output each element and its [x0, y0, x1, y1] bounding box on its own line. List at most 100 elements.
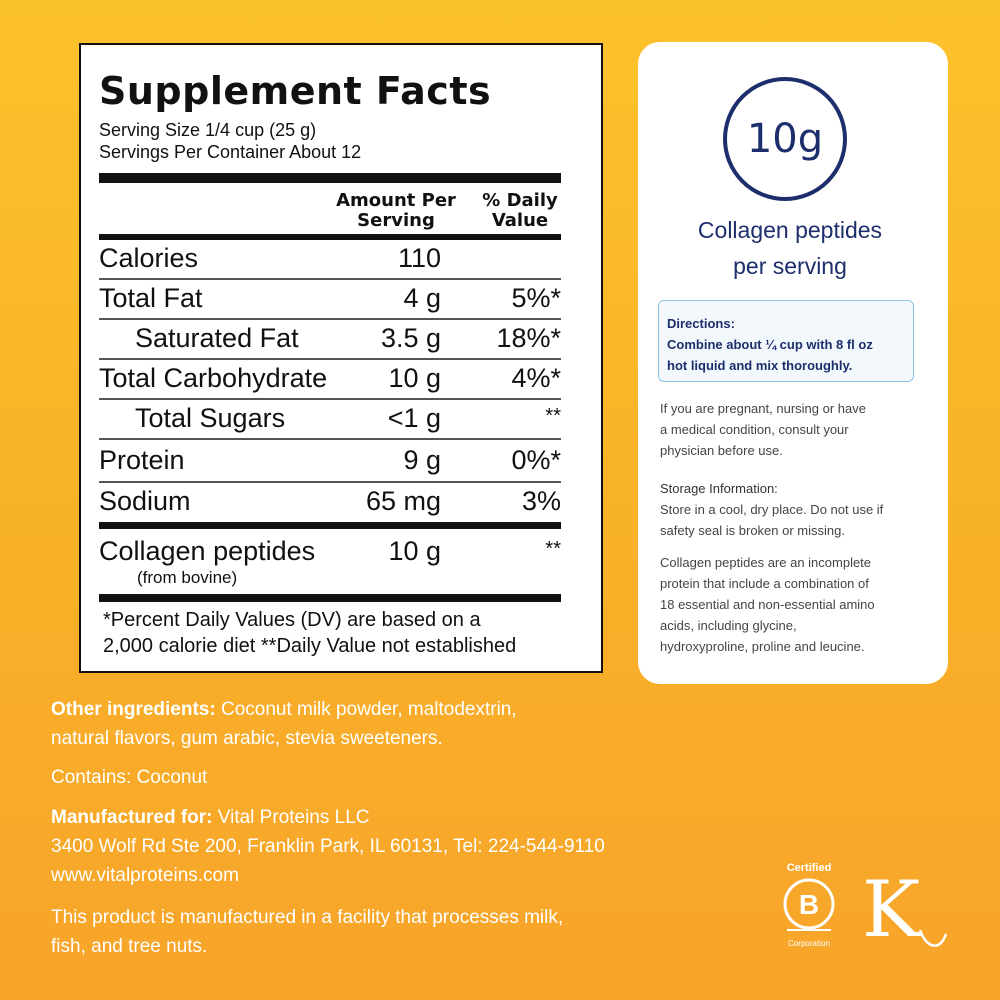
other-ingredients: Other ingredients: Coconut milk powder, … — [51, 695, 517, 753]
facility-allergen-notice: This product is manufactured in a facili… — [51, 903, 563, 961]
collagen-info: Collagen peptides are an incomplete prot… — [660, 552, 940, 657]
manufacturer-info: Manufactured for: Vital Proteins LLC 340… — [51, 803, 605, 890]
warning-text: If you are pregnant, nursing or have a m… — [660, 398, 940, 461]
facts-row-calories: Calories 110 — [99, 243, 561, 283]
bcorp-logo: Certified B Corporation — [776, 862, 842, 962]
collagen-source: (from bovine) — [137, 568, 238, 587]
facts-row-total-carbohydrate: Total Carbohydrate 10 g 4%* — [99, 363, 561, 403]
directions-text: hot liquid and mix thoroughly. — [667, 358, 853, 373]
column-header-amount-line1: Amount Per — [336, 190, 456, 211]
storage-line: Store in a cool, dry place. Do not use i… — [660, 502, 884, 517]
row-label: Total Sugars — [135, 403, 286, 433]
divider — [99, 318, 561, 320]
row-label: Calories — [99, 243, 199, 273]
storage-heading: Storage Information: — [660, 481, 778, 496]
row-amount: 10 g — [388, 536, 441, 566]
servings-per-container: Servings Per Container About 12 — [99, 142, 362, 162]
row-daily-value: 4%* — [511, 363, 561, 393]
divider-thick — [99, 522, 561, 529]
collagen-info-line: Collagen peptides are an incomplete — [660, 555, 872, 570]
row-amount: 9 g — [403, 445, 441, 475]
row-label: Protein — [99, 445, 185, 475]
facts-row-total-sugars: Total Sugars <1 g ** — [99, 403, 561, 443]
manufacturer-name: Vital Proteins LLC — [212, 807, 370, 828]
facts-row-collagen-peptides: Collagen peptides 10 g ** — [99, 536, 561, 576]
manufacturer-address: 3400 Wolf Rd Ste 200, Franklin Park, IL … — [51, 836, 605, 857]
directions-text: Combine about ¼ cup with 8 fl oz — [667, 337, 873, 352]
row-label: Total Carbohydrate — [99, 363, 328, 393]
manufactured-label: Manufactured for: — [51, 807, 213, 828]
divider-thick — [99, 594, 561, 602]
collagen-badge-value: 10g — [746, 116, 824, 162]
row-daily-value: ** — [545, 538, 561, 560]
facts-row-saturated-fat: Saturated Fat 3.5 g 18%* — [99, 323, 561, 363]
row-daily-value: 5%* — [511, 283, 561, 313]
storage-line: safety seal is broken or missing. — [660, 523, 845, 538]
serving-info: Serving Size 1/4 cup (25 g) Servings Per… — [99, 119, 361, 163]
column-header-amount: Amount Per Serving — [326, 191, 466, 231]
facility-notice-line: fish, and tree nuts. — [51, 936, 208, 957]
collagen-caption-line: per serving — [733, 253, 847, 279]
row-amount: 4 g — [403, 283, 441, 313]
collagen-info-line: 18 essential and non-essential amino — [660, 597, 875, 612]
column-header-dv: % Daily Value — [475, 191, 565, 231]
serving-size: Serving Size 1/4 cup (25 g) — [99, 120, 317, 140]
collagen-caption: Collagen peptides per serving — [638, 212, 942, 284]
collagen-info-line: protein that include a combination of — [660, 576, 869, 591]
row-amount: 3.5 g — [380, 323, 441, 353]
kosher-k-icon: K — [862, 865, 948, 955]
row-label: Sodium — [99, 486, 191, 516]
row-amount: 65 mg — [365, 486, 441, 516]
warning-line: physician before use. — [660, 443, 783, 458]
svg-text:K: K — [862, 868, 922, 955]
collagen-badge: 10g — [723, 77, 847, 201]
facility-notice-line: This product is manufactured in a facili… — [51, 907, 564, 928]
directions-heading: Directions: — [667, 316, 735, 331]
row-label: Collagen peptides — [99, 536, 316, 566]
storage-info: Storage Information: Store in a cool, dr… — [660, 478, 940, 541]
warning-line: a medical condition, consult your — [660, 422, 849, 437]
supplement-facts-panel: Supplement Facts Serving Size 1/4 cup (2… — [79, 43, 603, 673]
row-daily-value: 0%* — [511, 445, 561, 475]
other-ingredients-label: Other ingredients: — [51, 699, 216, 720]
facts-row-total-fat: Total Fat 4 g 5%* — [99, 283, 561, 323]
divider — [99, 358, 561, 360]
info-card: 10g Collagen peptides per serving Direct… — [638, 42, 948, 684]
column-header-dv-line1: % Daily — [482, 190, 558, 211]
warning-line: If you are pregnant, nursing or have — [660, 401, 866, 416]
divider — [99, 481, 561, 483]
directions-box: Directions: Combine about ¼ cup with 8 f… — [658, 300, 914, 382]
divider-thick — [99, 173, 561, 183]
divider — [99, 398, 561, 400]
bcorp-certified-text: Certified — [786, 862, 832, 874]
facts-row-sodium: Sodium 65 mg 3% — [99, 486, 561, 526]
bcorp-corporation-text: Corporation — [788, 939, 830, 948]
row-amount: <1 g — [387, 403, 441, 433]
row-amount: 10 g — [388, 363, 441, 393]
row-daily-value: 18%* — [496, 323, 561, 353]
row-daily-value: ** — [545, 405, 561, 427]
other-ingredients-text: natural flavors, gum arabic, stevia swee… — [51, 728, 443, 749]
row-daily-value: 3% — [521, 486, 561, 516]
column-header-amount-line2: Serving — [357, 210, 435, 231]
footnote-line: 2,000 calorie diet **Daily Value not est… — [103, 635, 517, 657]
manufacturer-website: www.vitalproteins.com — [51, 865, 239, 886]
collagen-caption-line: Collagen peptides — [697, 217, 883, 243]
contains-allergen: Contains: Coconut — [51, 767, 208, 788]
divider — [99, 278, 561, 280]
facts-footnote: *Percent Daily Values (DV) are based on … — [103, 607, 573, 659]
collagen-info-line: hydroxyproline, proline and leucine. — [660, 639, 865, 654]
divider-thick — [99, 234, 561, 240]
row-label: Saturated Fat — [135, 323, 299, 353]
kosher-k-logo: K — [860, 865, 955, 958]
column-header-dv-line2: Value — [491, 210, 549, 231]
other-ingredients-text: Coconut milk powder, maltodextrin, — [215, 699, 517, 720]
row-amount: 110 — [397, 243, 441, 273]
row-label: Total Fat — [99, 283, 203, 313]
footnote-line: *Percent Daily Values (DV) are based on … — [103, 609, 481, 631]
svg-text:B: B — [799, 889, 819, 920]
facts-row-protein: Protein 9 g 0%* — [99, 445, 561, 485]
divider — [99, 438, 561, 440]
collagen-info-line: acids, including glycine, — [660, 618, 797, 633]
facts-title: Supplement Facts — [99, 69, 492, 113]
